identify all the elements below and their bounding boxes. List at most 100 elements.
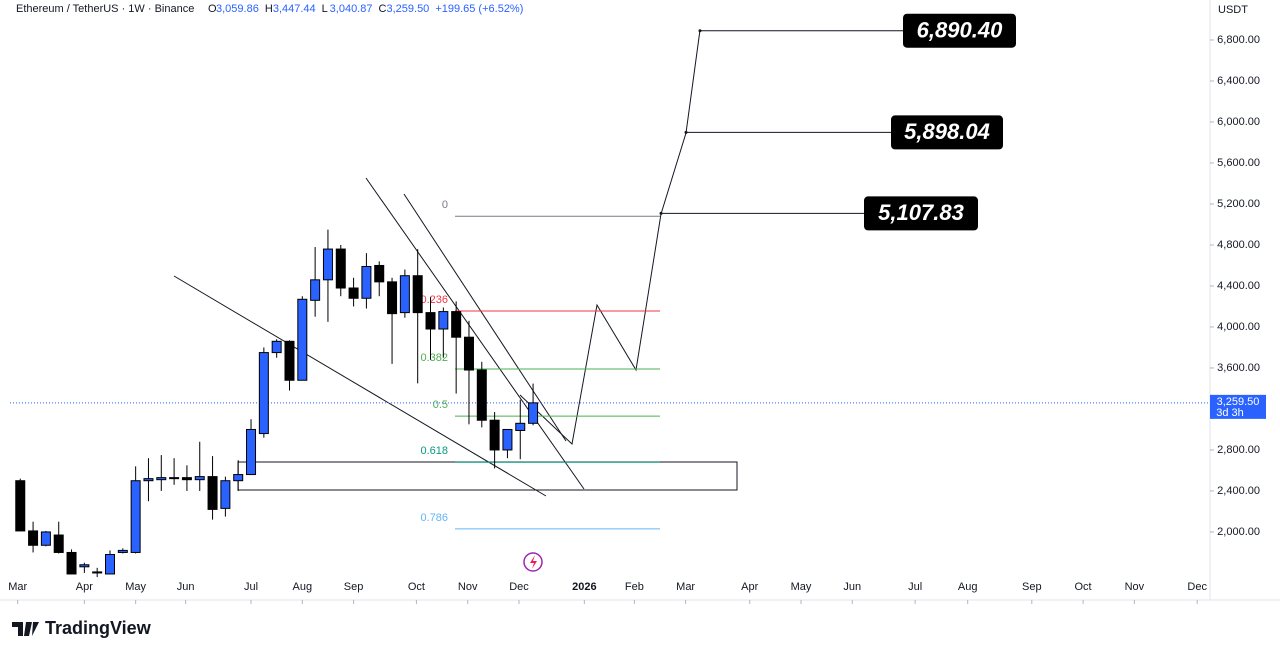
last-price-box — [1210, 394, 1266, 419]
ohlc-value: 3,059.86 — [216, 3, 259, 15]
y-tick-label: 4,800.00 — [1217, 239, 1260, 251]
candle-body — [117, 549, 128, 553]
candle-body — [220, 480, 231, 509]
x-tick-label: Apr — [741, 581, 758, 593]
target-point — [684, 130, 688, 134]
candle-body — [463, 336, 474, 371]
symbol: Ethereum / TetherUS · 1W · Binance — [16, 3, 194, 15]
target-label: 6,890.40 — [917, 18, 1003, 43]
target-label: 5,898.04 — [904, 119, 990, 144]
x-tick-label: Sep — [344, 581, 364, 593]
ohlc-key: C — [378, 3, 386, 15]
candle-body — [79, 564, 90, 568]
ohlc-key: H — [265, 3, 273, 15]
y-tick-label: 3,600.00 — [1217, 362, 1260, 374]
trendline — [173, 275, 547, 497]
fib-label: 0.618 — [420, 445, 448, 457]
last-price-label: 3,259.50 — [1217, 396, 1260, 408]
candle-body — [143, 478, 154, 482]
x-tick-label: Dec — [1187, 581, 1207, 593]
candle-body — [451, 311, 462, 338]
candle-body — [374, 264, 385, 283]
y-tick-label: 6,000.00 — [1217, 116, 1260, 128]
x-tick-label: Jul — [908, 581, 922, 593]
candle-body — [399, 275, 410, 314]
candle-body — [66, 551, 77, 575]
y-tick-label: 2,400.00 — [1217, 485, 1260, 497]
candle-body — [502, 428, 513, 451]
ohlc-legend: O 3,059.86 H 3,447.44 L 3,040.87 C 3,259.50 +199… — [208, 3, 523, 15]
fib-label: 0.382 — [420, 352, 448, 364]
x-tick-label: May — [791, 581, 812, 593]
y-tick-label: 5,200.00 — [1217, 198, 1260, 210]
fib-label: 0.786 — [420, 512, 448, 524]
candle-body — [412, 275, 423, 314]
y-tick-label: 4,000.00 — [1217, 321, 1260, 333]
fib-label: 0.5 — [433, 399, 448, 411]
candle-body — [438, 311, 449, 330]
candle-body — [425, 312, 436, 330]
x-tick-label: Jul — [244, 581, 258, 593]
candle-body — [489, 419, 500, 451]
candle-body — [40, 531, 51, 546]
event-icon — [523, 552, 543, 572]
ohlc-change: +199.65 (+6.52%) — [435, 3, 523, 15]
x-tick-label: Sep — [1022, 581, 1042, 593]
x-tick-label: Oct — [408, 581, 425, 593]
target-box — [864, 196, 978, 231]
fib-label: 0.236 — [420, 294, 448, 306]
candle-body — [258, 352, 269, 435]
brand-logo: TradingView — [12, 618, 152, 638]
candle-body — [246, 428, 257, 476]
candle-body — [322, 248, 333, 281]
y-tick-label: 2,800.00 — [1217, 444, 1260, 456]
candle-body — [284, 340, 295, 381]
countdown: 3d 3h — [1216, 407, 1244, 419]
candle-body — [233, 474, 244, 482]
x-tick-label: May — [125, 581, 146, 593]
target-box — [891, 115, 1003, 150]
x-tick-label: Jun — [843, 581, 861, 593]
trendline — [365, 177, 585, 490]
candle-body — [181, 477, 192, 481]
x-tick-label: Nov — [1125, 581, 1145, 593]
candle-body — [361, 265, 372, 299]
x-tick-label: Mar — [8, 581, 27, 593]
x-tick-label: Aug — [958, 581, 978, 593]
candle-body — [169, 477, 180, 480]
ohlc-key: O — [208, 3, 217, 15]
ohlc-key: L — [322, 3, 328, 15]
x-tick-label: 2026 — [572, 581, 596, 593]
logo-mark — [12, 622, 39, 636]
target-point — [659, 211, 663, 215]
y-tick-label: 6,800.00 — [1217, 34, 1260, 46]
ohlc-value: 3,259.50 — [386, 3, 429, 15]
ohlc-value: 3,447.44 — [273, 3, 316, 15]
candle-body — [297, 298, 308, 381]
x-tick-label: Oct — [1075, 581, 1092, 593]
candle-body — [515, 422, 526, 431]
candle-body — [194, 476, 205, 481]
candle-body — [28, 530, 39, 546]
candle-body — [387, 281, 398, 315]
y-tick-label: 4,400.00 — [1217, 280, 1260, 292]
y-tick-label: 6,400.00 — [1217, 75, 1260, 87]
y-tick-label: 2,000.00 — [1217, 526, 1260, 538]
x-tick-label: Nov — [458, 581, 478, 593]
x-tick-label: Aug — [293, 581, 313, 593]
x-tick-label: Mar — [676, 581, 695, 593]
x-tick-label: Apr — [76, 581, 93, 593]
x-tick-label: Feb — [625, 581, 644, 593]
currency: USDT — [1218, 4, 1248, 16]
candle-body — [528, 402, 539, 424]
candle-body — [348, 287, 359, 299]
candle-body — [335, 248, 346, 289]
candle-body — [476, 369, 487, 421]
y-tick-label: 5,600.00 — [1217, 157, 1260, 169]
fib-label: 0 — [442, 199, 448, 211]
x-tick-label: Dec — [509, 581, 529, 593]
candle-body — [271, 340, 282, 354]
candle-body — [53, 534, 64, 553]
